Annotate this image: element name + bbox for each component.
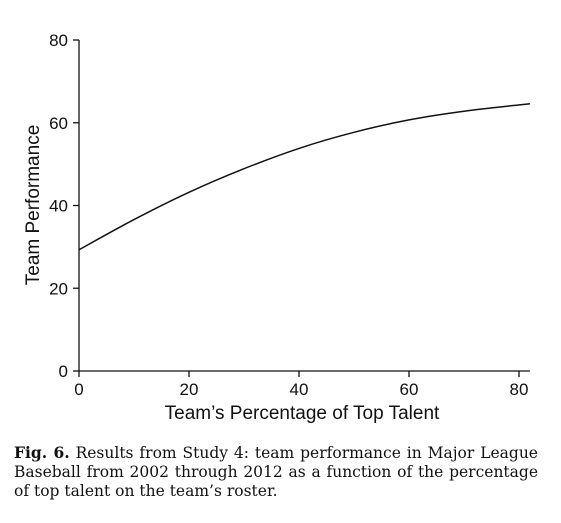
y-tick-label: 0 (59, 362, 68, 381)
y-axis-label: Team Performance (23, 125, 44, 286)
y-tick-label: 60 (49, 114, 68, 133)
x-tick-label: 20 (180, 380, 199, 399)
series-line (78, 102, 531, 251)
x-tick-label: 60 (400, 380, 419, 399)
figure-caption: Fig. 6. Results from Study 4: team perfo… (14, 443, 538, 501)
y-tick-label: 80 (49, 31, 68, 50)
ticks: 0 20 40 60 80 0 20 40 60 80 (49, 31, 528, 399)
x-axis-label: Team’s Percentage of Top Talent (165, 403, 440, 424)
y-tick-label: 40 (49, 197, 68, 216)
caption-label: Fig. 6. (14, 443, 70, 462)
x-tick-label: 80 (510, 380, 529, 399)
series (78, 102, 531, 251)
axes (78, 40, 530, 372)
chart: 0 20 40 60 80 0 20 40 60 80 Team’s Percentage of … (23, 31, 531, 424)
y-tick-label: 20 (49, 279, 68, 298)
x-tick-label: 40 (290, 380, 309, 399)
x-tick-label: 0 (74, 380, 83, 399)
caption-text: Results from Study 4: team performance i… (14, 444, 538, 500)
